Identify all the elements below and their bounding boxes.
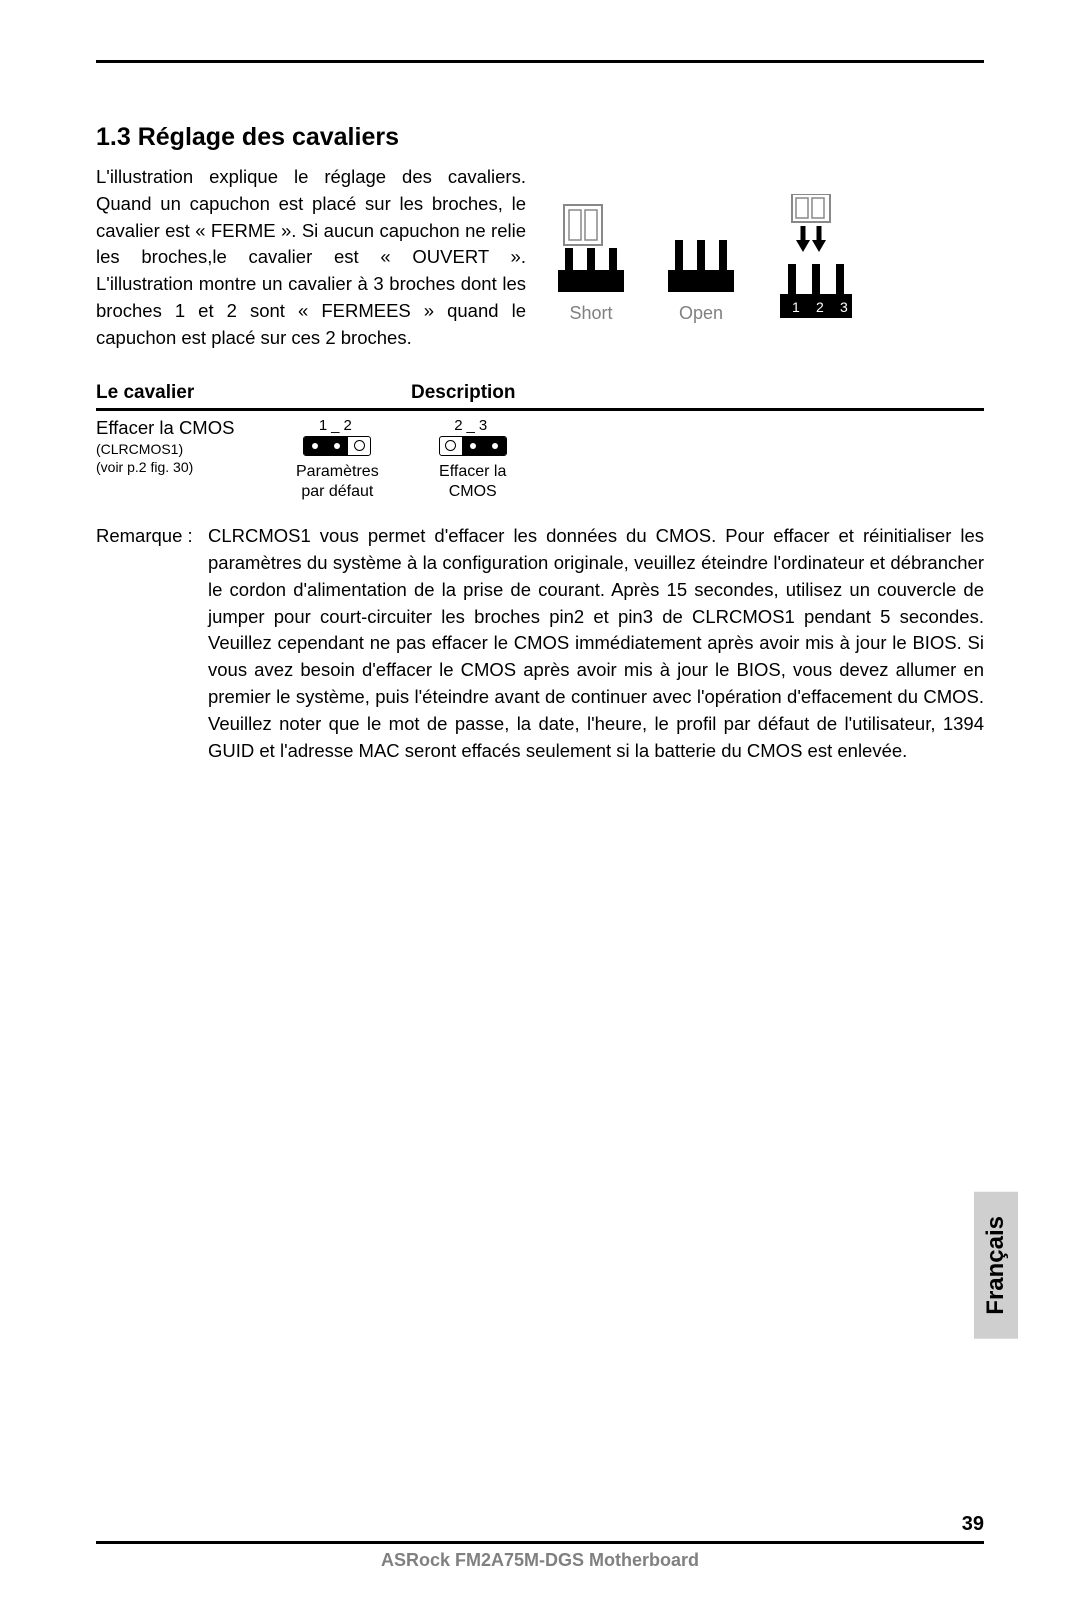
page-footer: 39 ASRock FM2A75M-DGS Motherboard: [96, 1541, 984, 1571]
caption-line: par défaut: [301, 483, 373, 500]
section-title-text: Réglage des cavaliers: [138, 123, 399, 151]
jumper-table-row: Effacer la CMOS (CLRCMOS1) (voir p.2 fig…: [96, 411, 984, 504]
svg-text:2: 2: [816, 299, 824, 315]
jumper-short-icon: [556, 200, 626, 295]
pin-top-2-3: 2_3: [454, 417, 491, 434]
document-page: 1.3 Réglage des cavaliers L'illustration…: [0, 0, 1080, 1619]
jumper-labeled-icon: 1 2 3: [776, 194, 856, 324]
jumper-diagrams-cell: 1_2 Paramètres par défaut 2_3: [296, 417, 507, 504]
jumper-open-group: Open: [666, 200, 736, 324]
intro-row: L'illustration explique le réglage des c…: [96, 164, 984, 352]
pin-diagram-default: 1_2 Paramètres par défaut: [296, 417, 379, 504]
top-rule: [96, 60, 984, 63]
caption-line: Paramètres: [296, 463, 379, 480]
jumper-table-header: Le cavalier Description: [96, 382, 984, 411]
footer-title: ASRock FM2A75M-DGS Motherboard: [96, 1550, 984, 1571]
open-label: Open: [679, 303, 723, 324]
section-heading: 1.3 Réglage des cavaliers: [96, 123, 984, 152]
th-jumper: Le cavalier: [96, 382, 411, 404]
remark-block: Remarque : CLRCMOS1 vous permet d'efface…: [96, 523, 984, 764]
jumper-open-icon: [666, 200, 736, 295]
intro-paragraph: L'illustration explique le réglage des c…: [96, 164, 526, 352]
pin-row-icon: [303, 436, 371, 456]
section-number: 1.3: [96, 123, 131, 151]
th-description: Description: [411, 382, 984, 404]
jumper-short-group: Short: [556, 200, 626, 324]
svg-text:3: 3: [840, 299, 848, 315]
jumper-see: (voir p.2 fig. 30): [96, 459, 296, 475]
short-label: Short: [569, 303, 612, 324]
jumper-arrow-group: 1 2 3: [776, 194, 856, 324]
footer-rule: [96, 1541, 984, 1544]
jumper-ref: (CLRCMOS1): [96, 441, 296, 457]
svg-text:1: 1: [792, 299, 800, 315]
remark-body: CLRCMOS1 vous permet d'effacer les donné…: [208, 523, 984, 764]
page-number: 39: [962, 1513, 984, 1536]
pin-diagram-clear: 2_3 Effacer la CMOS: [439, 417, 507, 504]
caption-line: CMOS: [449, 483, 497, 500]
pin-top-1-2: 1_2: [319, 417, 356, 434]
jumper-illustration: Short Open: [556, 164, 984, 352]
remark-label: Remarque :: [96, 523, 208, 550]
pin-row-icon: [439, 436, 507, 456]
jumper-name-cell: Effacer la CMOS (CLRCMOS1) (voir p.2 fig…: [96, 417, 296, 504]
caption-line: Effacer la: [439, 463, 506, 480]
language-tab: Français: [974, 1192, 1018, 1339]
jumper-name: Effacer la CMOS: [96, 417, 296, 439]
